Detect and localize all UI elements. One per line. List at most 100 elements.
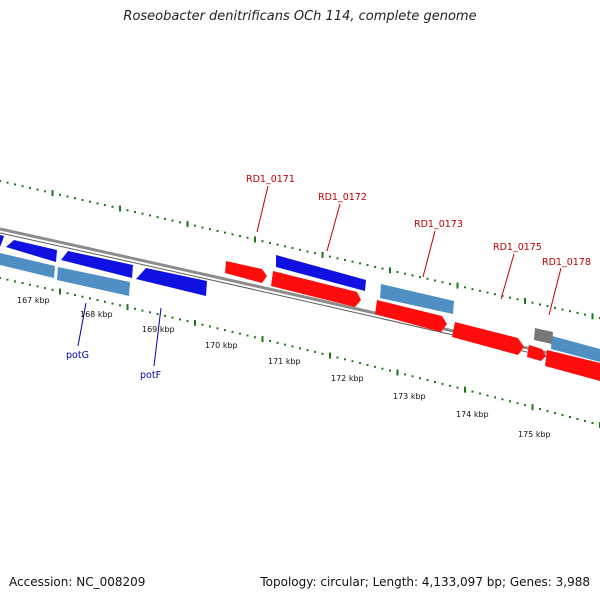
minor-tick — [441, 281, 444, 284]
major-tick — [464, 386, 466, 393]
minor-tick — [449, 282, 451, 285]
minor-tick — [104, 300, 106, 303]
label-leader — [256, 185, 269, 233]
minor-tick — [231, 330, 234, 333]
minor-tick — [426, 277, 429, 280]
minor-tick — [44, 190, 46, 193]
minor-tick — [96, 202, 99, 205]
minor-tick — [156, 313, 159, 316]
minor-tick — [569, 310, 571, 313]
minor-tick — [479, 392, 481, 395]
minor-tick — [434, 381, 436, 383]
scale-label: 171 kbp — [268, 357, 301, 366]
minor-tick — [126, 209, 129, 212]
minor-tick — [449, 384, 451, 387]
minor-tick — [494, 396, 496, 399]
gene-arrow-reverse — [375, 300, 447, 332]
minor-tick — [359, 362, 361, 365]
major-tick — [186, 221, 189, 227]
minor-tick — [246, 334, 249, 337]
major-tick — [119, 205, 121, 212]
minor-tick — [44, 287, 46, 290]
minor-tick — [479, 289, 481, 292]
label-leader — [422, 230, 436, 278]
minor-tick — [374, 365, 376, 368]
minor-tick — [141, 309, 144, 312]
minor-tick — [584, 313, 586, 316]
minor-tick — [374, 265, 376, 268]
minor-tick — [36, 188, 39, 191]
gene-block-grey — [534, 328, 553, 344]
minor-tick — [419, 377, 421, 380]
major-tick — [396, 369, 399, 376]
minor-tick — [456, 386, 459, 389]
label-leader — [326, 203, 341, 252]
minor-tick — [539, 303, 541, 306]
minor-tick — [366, 364, 369, 366]
label-leader — [500, 253, 515, 300]
minor-tick — [29, 283, 31, 286]
minor-tick — [501, 398, 504, 401]
minor-tick — [141, 212, 144, 215]
scale-label: 174 kbp — [456, 410, 489, 419]
minor-tick — [366, 264, 369, 267]
major-tick — [194, 319, 196, 326]
minor-tick — [486, 291, 489, 294]
gene-label-potg: potG — [66, 350, 89, 361]
minor-tick — [261, 240, 264, 243]
gene-arrow-forward — [6, 240, 57, 262]
minor-tick — [494, 293, 496, 296]
minor-tick — [329, 255, 331, 258]
minor-tick — [269, 241, 271, 244]
minor-tick — [89, 200, 91, 203]
minor-tick — [284, 343, 286, 346]
gene-arrow-reverse — [527, 345, 546, 361]
minor-tick — [156, 216, 159, 219]
minor-tick — [546, 305, 549, 308]
scale-label: 172 kbp — [331, 374, 364, 383]
major-tick — [329, 352, 331, 359]
minor-tick — [14, 280, 16, 283]
minor-tick — [344, 259, 346, 261]
minor-tick — [411, 274, 414, 277]
minor-tick — [471, 288, 474, 291]
minor-tick — [464, 286, 466, 289]
minor-tick — [426, 379, 429, 382]
minor-tick — [201, 226, 204, 229]
minor-tick — [516, 402, 519, 405]
minor-tick — [216, 229, 219, 232]
minor-tick — [291, 345, 294, 348]
minor-tick — [554, 412, 556, 415]
label-leader — [77, 302, 87, 347]
gene-label-rd1-0175: RD1_0175 — [493, 242, 542, 253]
minor-tick — [434, 279, 436, 282]
minor-tick — [111, 302, 114, 305]
minor-tick — [396, 271, 399, 273]
scale-label: 167 kbp — [17, 296, 50, 305]
minor-tick — [179, 221, 181, 224]
minor-tick — [269, 339, 271, 342]
minor-tick — [306, 250, 309, 253]
gene-arrow-forward — [61, 251, 133, 278]
minor-tick — [531, 301, 534, 304]
minor-tick — [164, 314, 166, 317]
minor-tick — [314, 252, 316, 255]
gene-arrow-forward — [0, 235, 4, 247]
minor-tick — [336, 257, 339, 260]
minor-tick — [584, 420, 586, 422]
minor-tick — [554, 306, 556, 309]
minor-tick — [216, 327, 219, 330]
accession-text: Accession: NC_008209 — [9, 575, 146, 589]
minor-tick — [509, 296, 511, 299]
minor-tick — [306, 349, 309, 352]
minor-tick — [576, 418, 579, 420]
minor-tick — [291, 247, 294, 249]
minor-tick — [509, 400, 511, 403]
minor-tick — [224, 329, 226, 332]
minor-tick — [441, 382, 444, 385]
minor-tick — [21, 185, 24, 188]
gene-block-lightblue — [57, 267, 130, 296]
minor-tick — [6, 181, 9, 184]
minor-tick — [89, 297, 91, 300]
gene-arrow-forward — [276, 255, 366, 291]
